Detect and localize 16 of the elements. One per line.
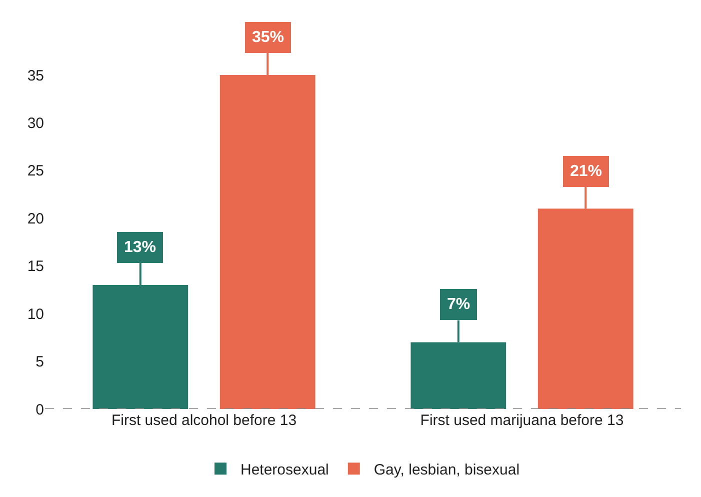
x-tick-label: First used marijuana before 13 — [420, 412, 624, 429]
y-tick-label: 5 — [36, 354, 44, 371]
x-tick-label: First used alcohol before 13 — [111, 412, 297, 429]
legend-label: Heterosexual — [240, 462, 329, 479]
y-tick-label: 10 — [27, 306, 44, 323]
data-label: 7% — [447, 296, 470, 313]
y-tick-label: 25 — [27, 162, 44, 180]
data-label: 13% — [124, 239, 156, 256]
data-label: 35% — [252, 29, 284, 46]
legend-label: Gay, lesbian, bisexual — [374, 462, 520, 479]
y-tick-label: 15 — [27, 258, 44, 276]
data-label: 21% — [570, 163, 602, 180]
y-tick-label: 20 — [27, 210, 44, 228]
y-tick-label: 30 — [27, 114, 44, 132]
y-tick-label: 0 — [36, 401, 44, 418]
y-tick-label: 35 — [27, 67, 44, 84]
